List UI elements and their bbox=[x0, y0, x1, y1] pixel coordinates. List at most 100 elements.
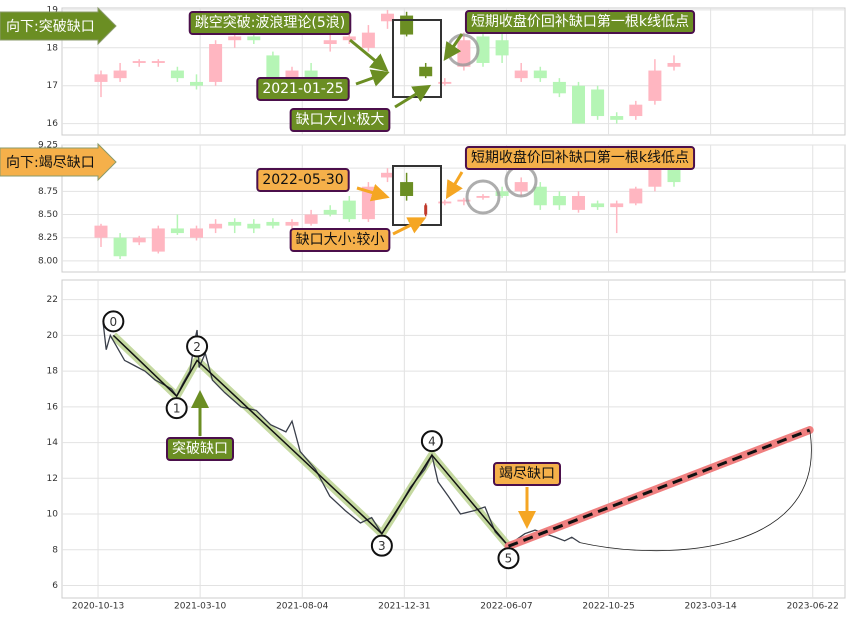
wave-marker bbox=[497, 547, 520, 570]
y-tick-label: 8.25 bbox=[38, 233, 58, 243]
candle-body bbox=[190, 228, 203, 238]
candle-body bbox=[552, 195, 566, 206]
wave-label: 0 bbox=[110, 315, 118, 329]
candle-body bbox=[247, 36, 261, 41]
candle-body bbox=[629, 104, 643, 117]
wave-marker bbox=[186, 335, 209, 358]
y-tick-label: 18 bbox=[47, 43, 59, 53]
candle-body bbox=[132, 61, 146, 63]
wave-label: 5 bbox=[505, 552, 513, 566]
arrow bbox=[392, 217, 427, 236]
panel-tag bbox=[0, 6, 117, 46]
candle-body bbox=[323, 40, 337, 45]
y-tick-label: 17 bbox=[47, 81, 58, 91]
candle-body bbox=[514, 182, 528, 192]
candle-body bbox=[228, 36, 242, 41]
candle-body bbox=[285, 221, 299, 226]
annotation-box bbox=[493, 462, 561, 486]
candle-body bbox=[170, 228, 184, 234]
candle-body bbox=[514, 70, 528, 79]
annotation: 竭尽缺口 bbox=[499, 466, 555, 482]
candle-body bbox=[94, 225, 108, 238]
y-tick-label: 8.00 bbox=[38, 256, 58, 266]
candle-body bbox=[591, 89, 605, 117]
candle-body bbox=[228, 221, 242, 226]
candle-body bbox=[438, 81, 452, 84]
candle-body bbox=[342, 36, 356, 41]
x-tick-label: 2022-06-07 bbox=[480, 602, 532, 612]
y-tick-label: 22 bbox=[47, 295, 58, 305]
panel-frame bbox=[61, 279, 846, 599]
y-tick-label: 14 bbox=[47, 438, 59, 448]
annotation-box bbox=[464, 10, 696, 34]
candle-body bbox=[304, 70, 318, 79]
wave-marker bbox=[420, 430, 443, 453]
candle-body bbox=[438, 201, 452, 204]
candle-body bbox=[132, 237, 146, 243]
annotation: 短期收盘价回补缺口第一根k线低点 bbox=[471, 13, 689, 30]
candle-body bbox=[381, 172, 394, 178]
x-tick-label: 2022-10-25 bbox=[582, 602, 634, 612]
arrow bbox=[349, 38, 389, 72]
candle-body bbox=[667, 168, 681, 183]
x-tick-label: 2021-12-31 bbox=[378, 602, 430, 612]
y-tick-label: 12 bbox=[47, 474, 58, 484]
price-line bbox=[102, 322, 581, 548]
y-tick-label: 6 bbox=[52, 581, 58, 591]
wave-marker bbox=[102, 310, 125, 333]
candle-body bbox=[667, 62, 681, 67]
y-tick-label: 19 bbox=[47, 5, 59, 15]
panel-tag bbox=[0, 142, 117, 182]
candle-body bbox=[419, 66, 433, 77]
y-tick-label: 8.75 bbox=[38, 187, 58, 197]
candle-body bbox=[648, 168, 662, 187]
y-tick-label: 18 bbox=[47, 367, 59, 377]
y-tick-label: 10 bbox=[47, 510, 59, 520]
candle-body bbox=[209, 44, 223, 82]
wave-label: 4 bbox=[428, 435, 436, 449]
annotation: 2022-05-30 bbox=[262, 172, 343, 188]
y-tick-label: 8.50 bbox=[38, 210, 58, 220]
wave-label: 3 bbox=[378, 539, 386, 553]
wave-marker bbox=[370, 534, 393, 557]
candle-body bbox=[495, 40, 509, 56]
y-tick-label: 16 bbox=[47, 119, 59, 129]
candle-body bbox=[113, 237, 127, 257]
candle-body bbox=[361, 32, 375, 48]
y-tick-label: 8 bbox=[52, 545, 58, 555]
annotation-box bbox=[256, 168, 350, 192]
panel-title: 向下:竭尽缺口 bbox=[6, 155, 95, 171]
y-tick-label: 16 bbox=[47, 402, 59, 412]
wave-label: 2 bbox=[193, 340, 201, 354]
x-tick-label: 2023-06-22 bbox=[787, 602, 839, 612]
panel-frame bbox=[61, 7, 846, 136]
candle-body bbox=[266, 55, 280, 82]
x-tick-label: 2021-08-04 bbox=[276, 602, 329, 612]
arrow bbox=[394, 84, 432, 109]
candle-body bbox=[190, 81, 203, 86]
candle-body bbox=[533, 70, 547, 79]
candle-body bbox=[400, 182, 414, 196]
candle-body bbox=[285, 70, 299, 79]
y-tick-label: 9.25 bbox=[38, 141, 58, 151]
candle-body bbox=[552, 81, 566, 94]
annotation: 缺口大小:极大 bbox=[296, 112, 385, 128]
annotation-box bbox=[289, 228, 391, 252]
x-tick-label: 2021-03-10 bbox=[174, 602, 227, 612]
arrow bbox=[356, 183, 390, 202]
candle-body bbox=[266, 221, 280, 226]
fill-marker bbox=[465, 179, 501, 215]
candle-body bbox=[113, 70, 127, 79]
candle-body bbox=[457, 199, 471, 202]
wave-line bbox=[112, 334, 510, 547]
annotation-box bbox=[166, 437, 234, 461]
candle-body bbox=[591, 203, 605, 208]
candle-body bbox=[151, 228, 165, 252]
candle-body bbox=[629, 188, 643, 204]
annotation: 跳空突破:波浪理论(5浪) bbox=[195, 15, 346, 31]
candle-body bbox=[476, 195, 490, 198]
candle-body bbox=[424, 205, 428, 215]
candle-body bbox=[304, 214, 318, 224]
annotation-box bbox=[188, 11, 352, 35]
panel-title: 向下:突破缺口 bbox=[6, 19, 95, 35]
